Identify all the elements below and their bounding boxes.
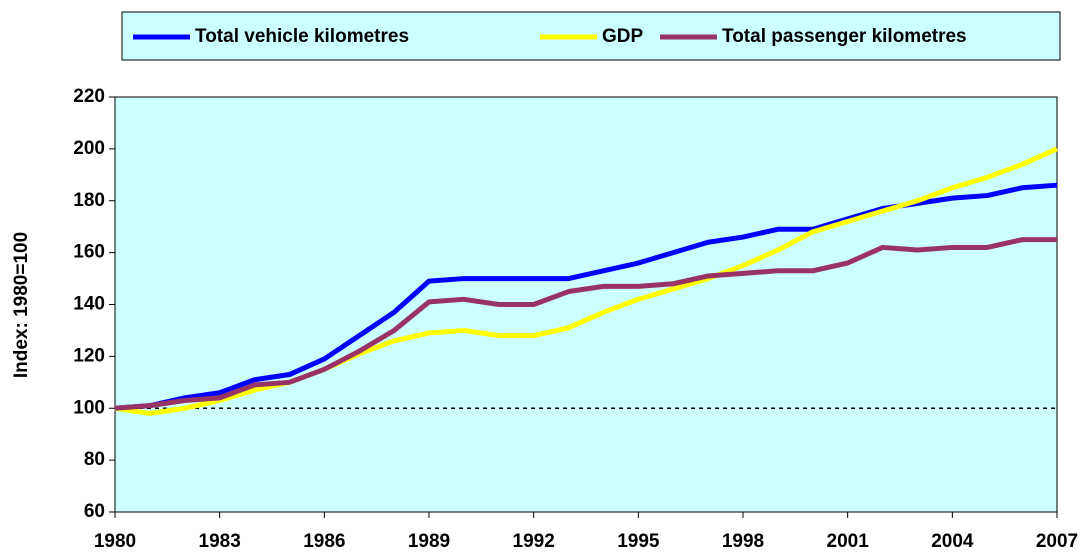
x-tick-label: 2004: [931, 531, 974, 552]
y-tick-label: 80: [84, 449, 105, 470]
series-line: [114, 146, 1059, 416]
series-line: [114, 237, 1057, 411]
y-tick-label: 160: [73, 242, 105, 263]
x-tick-label: 1992: [513, 531, 555, 552]
x-tick-label: 1989: [408, 531, 450, 552]
y-tick-label: 220: [73, 86, 105, 107]
y-tick-label: 120: [73, 345, 105, 366]
x-tick-label: 1995: [617, 531, 660, 552]
legend-label: GDP: [602, 26, 644, 47]
x-tick-label: 1983: [199, 531, 241, 552]
legend-label: Total vehicle kilometres: [195, 26, 409, 47]
x-tick-label: 1980: [94, 531, 136, 552]
y-tick-label: 140: [73, 294, 105, 315]
x-tick-label: 1986: [303, 531, 345, 552]
y-tick-label: 180: [73, 190, 105, 211]
y-tick-label: 100: [73, 397, 105, 418]
x-tick-label: 2007: [1036, 531, 1078, 552]
x-tick-label: 1998: [722, 531, 764, 552]
plot-area: [114, 96, 1058, 513]
y-tick-label: 60: [84, 501, 105, 522]
x-tick-label: 2001: [827, 531, 870, 552]
y-axis-label: Index: 1980=100: [11, 232, 32, 378]
legend-label: Total passenger kilometres: [722, 26, 967, 47]
y-tick-label: 200: [73, 138, 105, 159]
